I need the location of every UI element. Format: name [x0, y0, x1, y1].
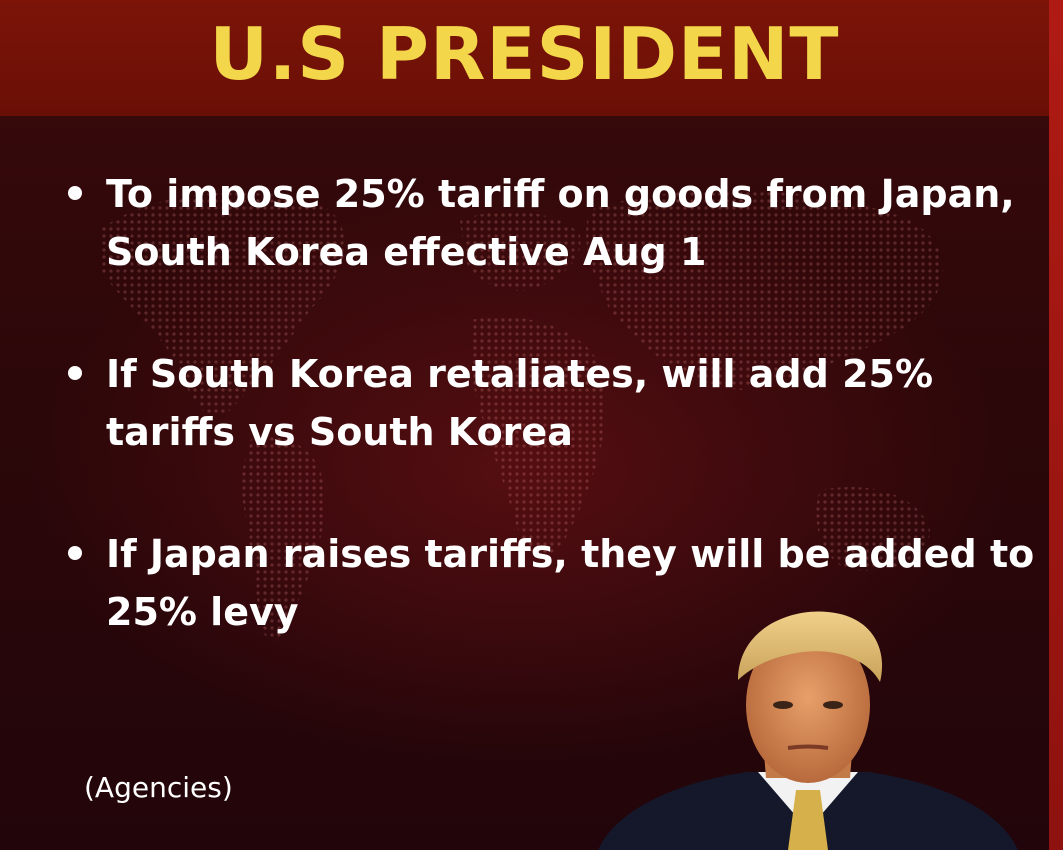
bullet-text: To impose 25% tariff on goods from Japan…: [106, 172, 1015, 274]
bullet-dot-icon: [68, 546, 82, 560]
source-credit: (Agencies): [84, 771, 233, 804]
bullet-item: If South Korea retaliates, will add 25% …: [64, 345, 1039, 461]
bullet-text: If Japan raises tariffs, they will be ad…: [106, 532, 1035, 634]
bullet-dot-icon: [68, 186, 82, 200]
bullet-item: If Japan raises tariffs, they will be ad…: [64, 525, 1039, 641]
bullet-list: To impose 25% tariff on goods from Japan…: [64, 165, 1039, 705]
world-map-background: [100, 190, 943, 641]
bullet-text: If South Korea retaliates, will add 25% …: [106, 352, 934, 454]
header-band: U.S PRESIDENT: [0, 0, 1049, 116]
page-title: U.S PRESIDENT: [209, 12, 840, 96]
bullet-dot-icon: [68, 366, 82, 380]
portrait-photo: [598, 611, 1018, 850]
right-edge-stripe: [1049, 0, 1063, 850]
bullet-item: To impose 25% tariff on goods from Japan…: [64, 165, 1039, 281]
